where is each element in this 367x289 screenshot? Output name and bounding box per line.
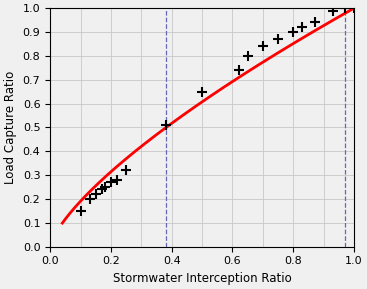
Point [163, 123, 168, 127]
Point [114, 177, 120, 182]
Point [342, 6, 348, 10]
Point [199, 89, 205, 94]
Point [290, 30, 296, 34]
Point [312, 20, 317, 25]
Point [299, 25, 305, 29]
Point [87, 197, 92, 201]
Point [245, 53, 251, 58]
Point [260, 44, 266, 49]
Point [351, 6, 357, 10]
Point [330, 8, 336, 13]
Point [108, 180, 114, 184]
Point [102, 185, 108, 189]
Point [123, 168, 129, 173]
Point [78, 208, 84, 213]
Point [275, 37, 281, 41]
Point [236, 68, 241, 73]
X-axis label: Stormwater Interception Ratio: Stormwater Interception Ratio [113, 272, 291, 285]
Point [93, 192, 99, 197]
Y-axis label: Load Capture Ratio: Load Capture Ratio [4, 71, 17, 184]
Point [99, 187, 105, 192]
